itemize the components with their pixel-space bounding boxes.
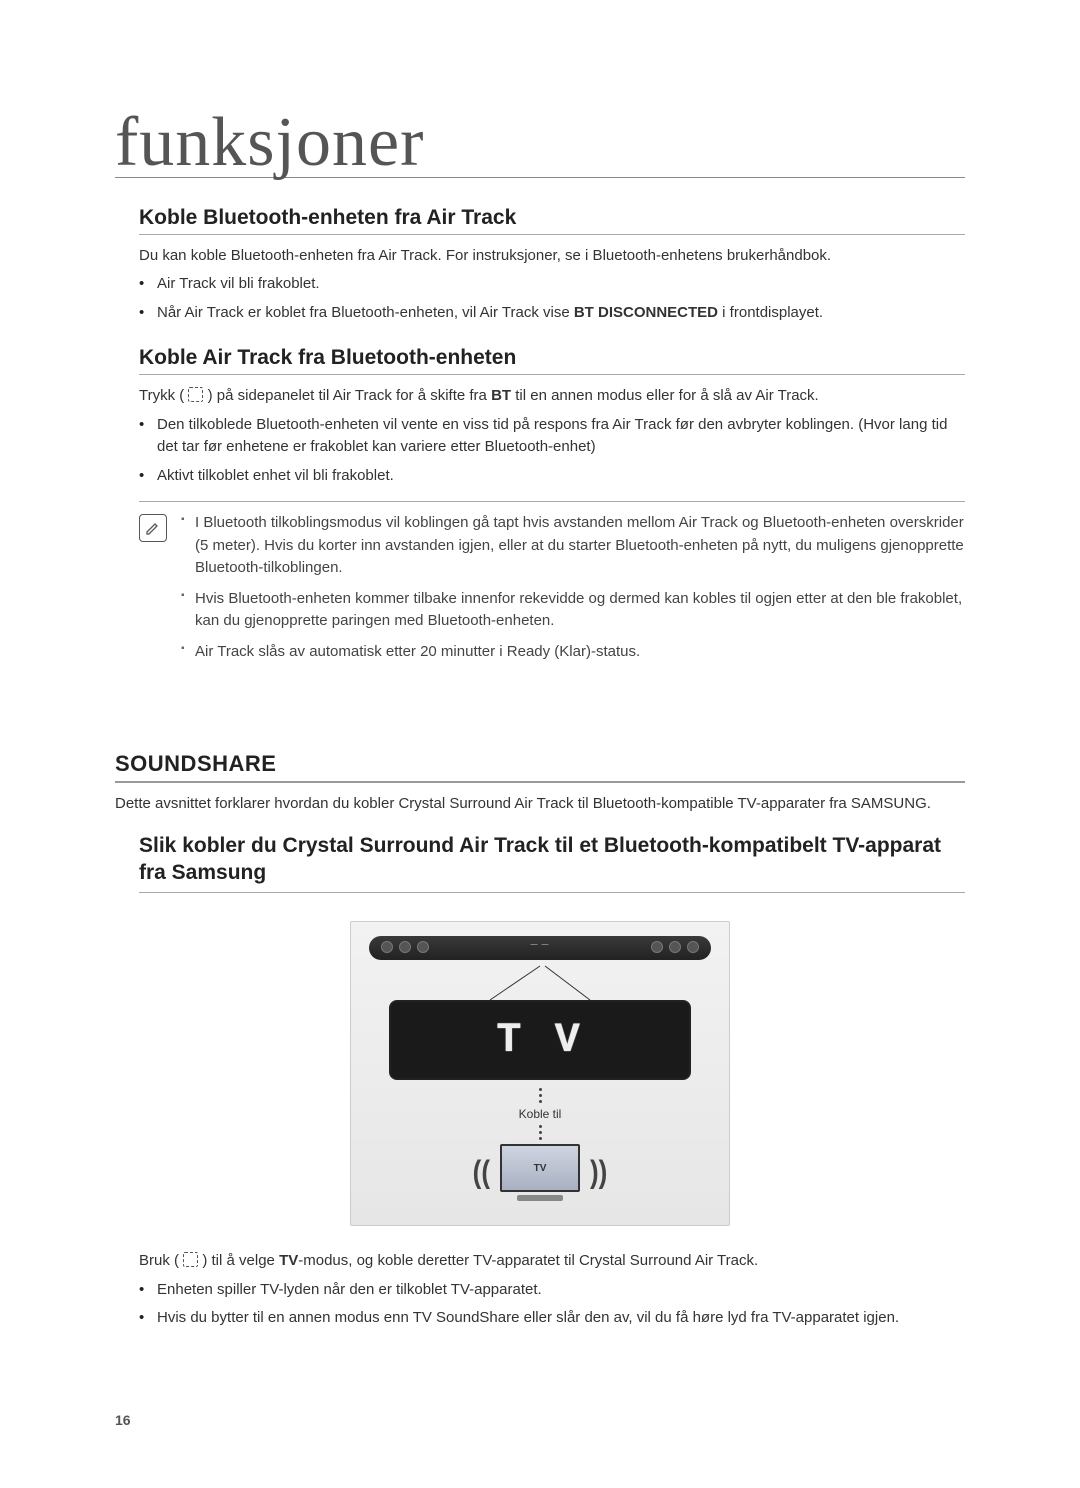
display-text: T V [496, 1016, 584, 1064]
pencil-icon [144, 519, 162, 537]
list-item: Aktivt tilkoblet enhet vil bli frakoblet… [139, 465, 965, 488]
list-item: Enheten spiller TV-lyden når den er tilk… [139, 1279, 965, 1302]
soundbar-center: — — [531, 941, 550, 948]
after-diagram-text: Bruk ( ) til å velge TV-modus, og koble … [139, 1250, 965, 1273]
tv-row: (( TV )) [369, 1144, 711, 1201]
bullet-text: Air Track vil bli frakoblet. [157, 275, 320, 292]
soundbar-dots-right [651, 941, 699, 953]
note-item: Hvis Bluetooth-enheten kommer tilbake in… [181, 588, 965, 633]
connect-label: Koble til [369, 1107, 711, 1121]
wave-left-icon: (( [473, 1154, 490, 1191]
function-button-icon [183, 1252, 198, 1267]
title-rule: funksjoner [115, 110, 965, 178]
section2-bullets: Den tilkoblede Bluetooth-enheten vil ven… [139, 414, 965, 488]
intro-bold: BT [491, 387, 511, 404]
after-post: -modus, og koble deretter TV-apparatet t… [298, 1252, 758, 1269]
soundbar-graphic: — — [369, 936, 711, 960]
note-list: I Bluetooth tilkoblingsmodus vil kobling… [181, 512, 965, 671]
diagram: — — T V Koble til (( TV )) [115, 921, 965, 1226]
dotted-connector [369, 1088, 711, 1103]
after-bold: TV [279, 1252, 298, 1269]
main-title: funksjoner [115, 110, 965, 177]
soundshare-bullets: Enheten spiller TV-lyden når den er tilk… [139, 1279, 965, 1330]
intro-pre: Trykk ( [139, 387, 188, 404]
list-item: Hvis du bytter til en annen modus enn TV… [139, 1307, 965, 1330]
after-mid: ) til å velge [198, 1252, 279, 1269]
list-item: Den tilkoblede Bluetooth-enheten vil ven… [139, 414, 965, 459]
tv-screen: TV [500, 1144, 580, 1192]
bullet-text-post: i frontdisplayet. [718, 304, 823, 321]
bullet-text-pre: Når Air Track er koblet fra Bluetooth-en… [157, 304, 574, 321]
tv-graphic: TV [500, 1144, 580, 1201]
soundshare-intro: Dette avsnittet forklarer hvordan du kob… [115, 793, 965, 816]
section1-bullets: Air Track vil bli frakoblet. Når Air Tra… [139, 273, 965, 324]
page-number: 16 [115, 1412, 131, 1428]
soundbar-dots-left [381, 941, 429, 953]
heading-disconnect-from-airtrack: Koble Bluetooth-enheten fra Air Track [139, 206, 965, 235]
note-box: I Bluetooth tilkoblingsmodus vil kobling… [139, 501, 965, 671]
dotted-connector-2 [369, 1125, 711, 1140]
note-item: I Bluetooth tilkoblingsmodus vil kobling… [181, 512, 965, 580]
heading-soundshare: SOUNDSHARE [115, 751, 965, 783]
list-item: Når Air Track er koblet fra Bluetooth-en… [139, 302, 965, 325]
heading-disconnect-from-bt: Koble Air Track fra Bluetooth-enheten [139, 346, 965, 375]
note-item: Air Track slås av automatisk etter 20 mi… [181, 641, 965, 664]
note-icon [139, 514, 167, 542]
section2-intro: Trykk ( ) på sidepanelet til Air Track f… [139, 385, 965, 408]
diagram-box: — — T V Koble til (( TV )) [350, 921, 730, 1226]
front-display: T V [389, 1000, 691, 1080]
bullet-text-bold: BT DISCONNECTED [574, 304, 718, 321]
heading-connect-tv: Slik kobler du Crystal Surround Air Trac… [139, 832, 965, 894]
tv-stand [517, 1195, 563, 1201]
intro-post: til en annen modus eller for å slå av Ai… [511, 387, 819, 404]
intro-mid: ) på sidepanelet til Air Track for å ski… [203, 387, 491, 404]
section1-intro: Du kan koble Bluetooth-enheten fra Air T… [139, 245, 965, 268]
wave-right-icon: )) [590, 1154, 607, 1191]
function-button-icon [188, 387, 203, 402]
after-pre: Bruk ( [139, 1252, 183, 1269]
list-item: Air Track vil bli frakoblet. [139, 273, 965, 296]
connector-lines [369, 964, 711, 1000]
